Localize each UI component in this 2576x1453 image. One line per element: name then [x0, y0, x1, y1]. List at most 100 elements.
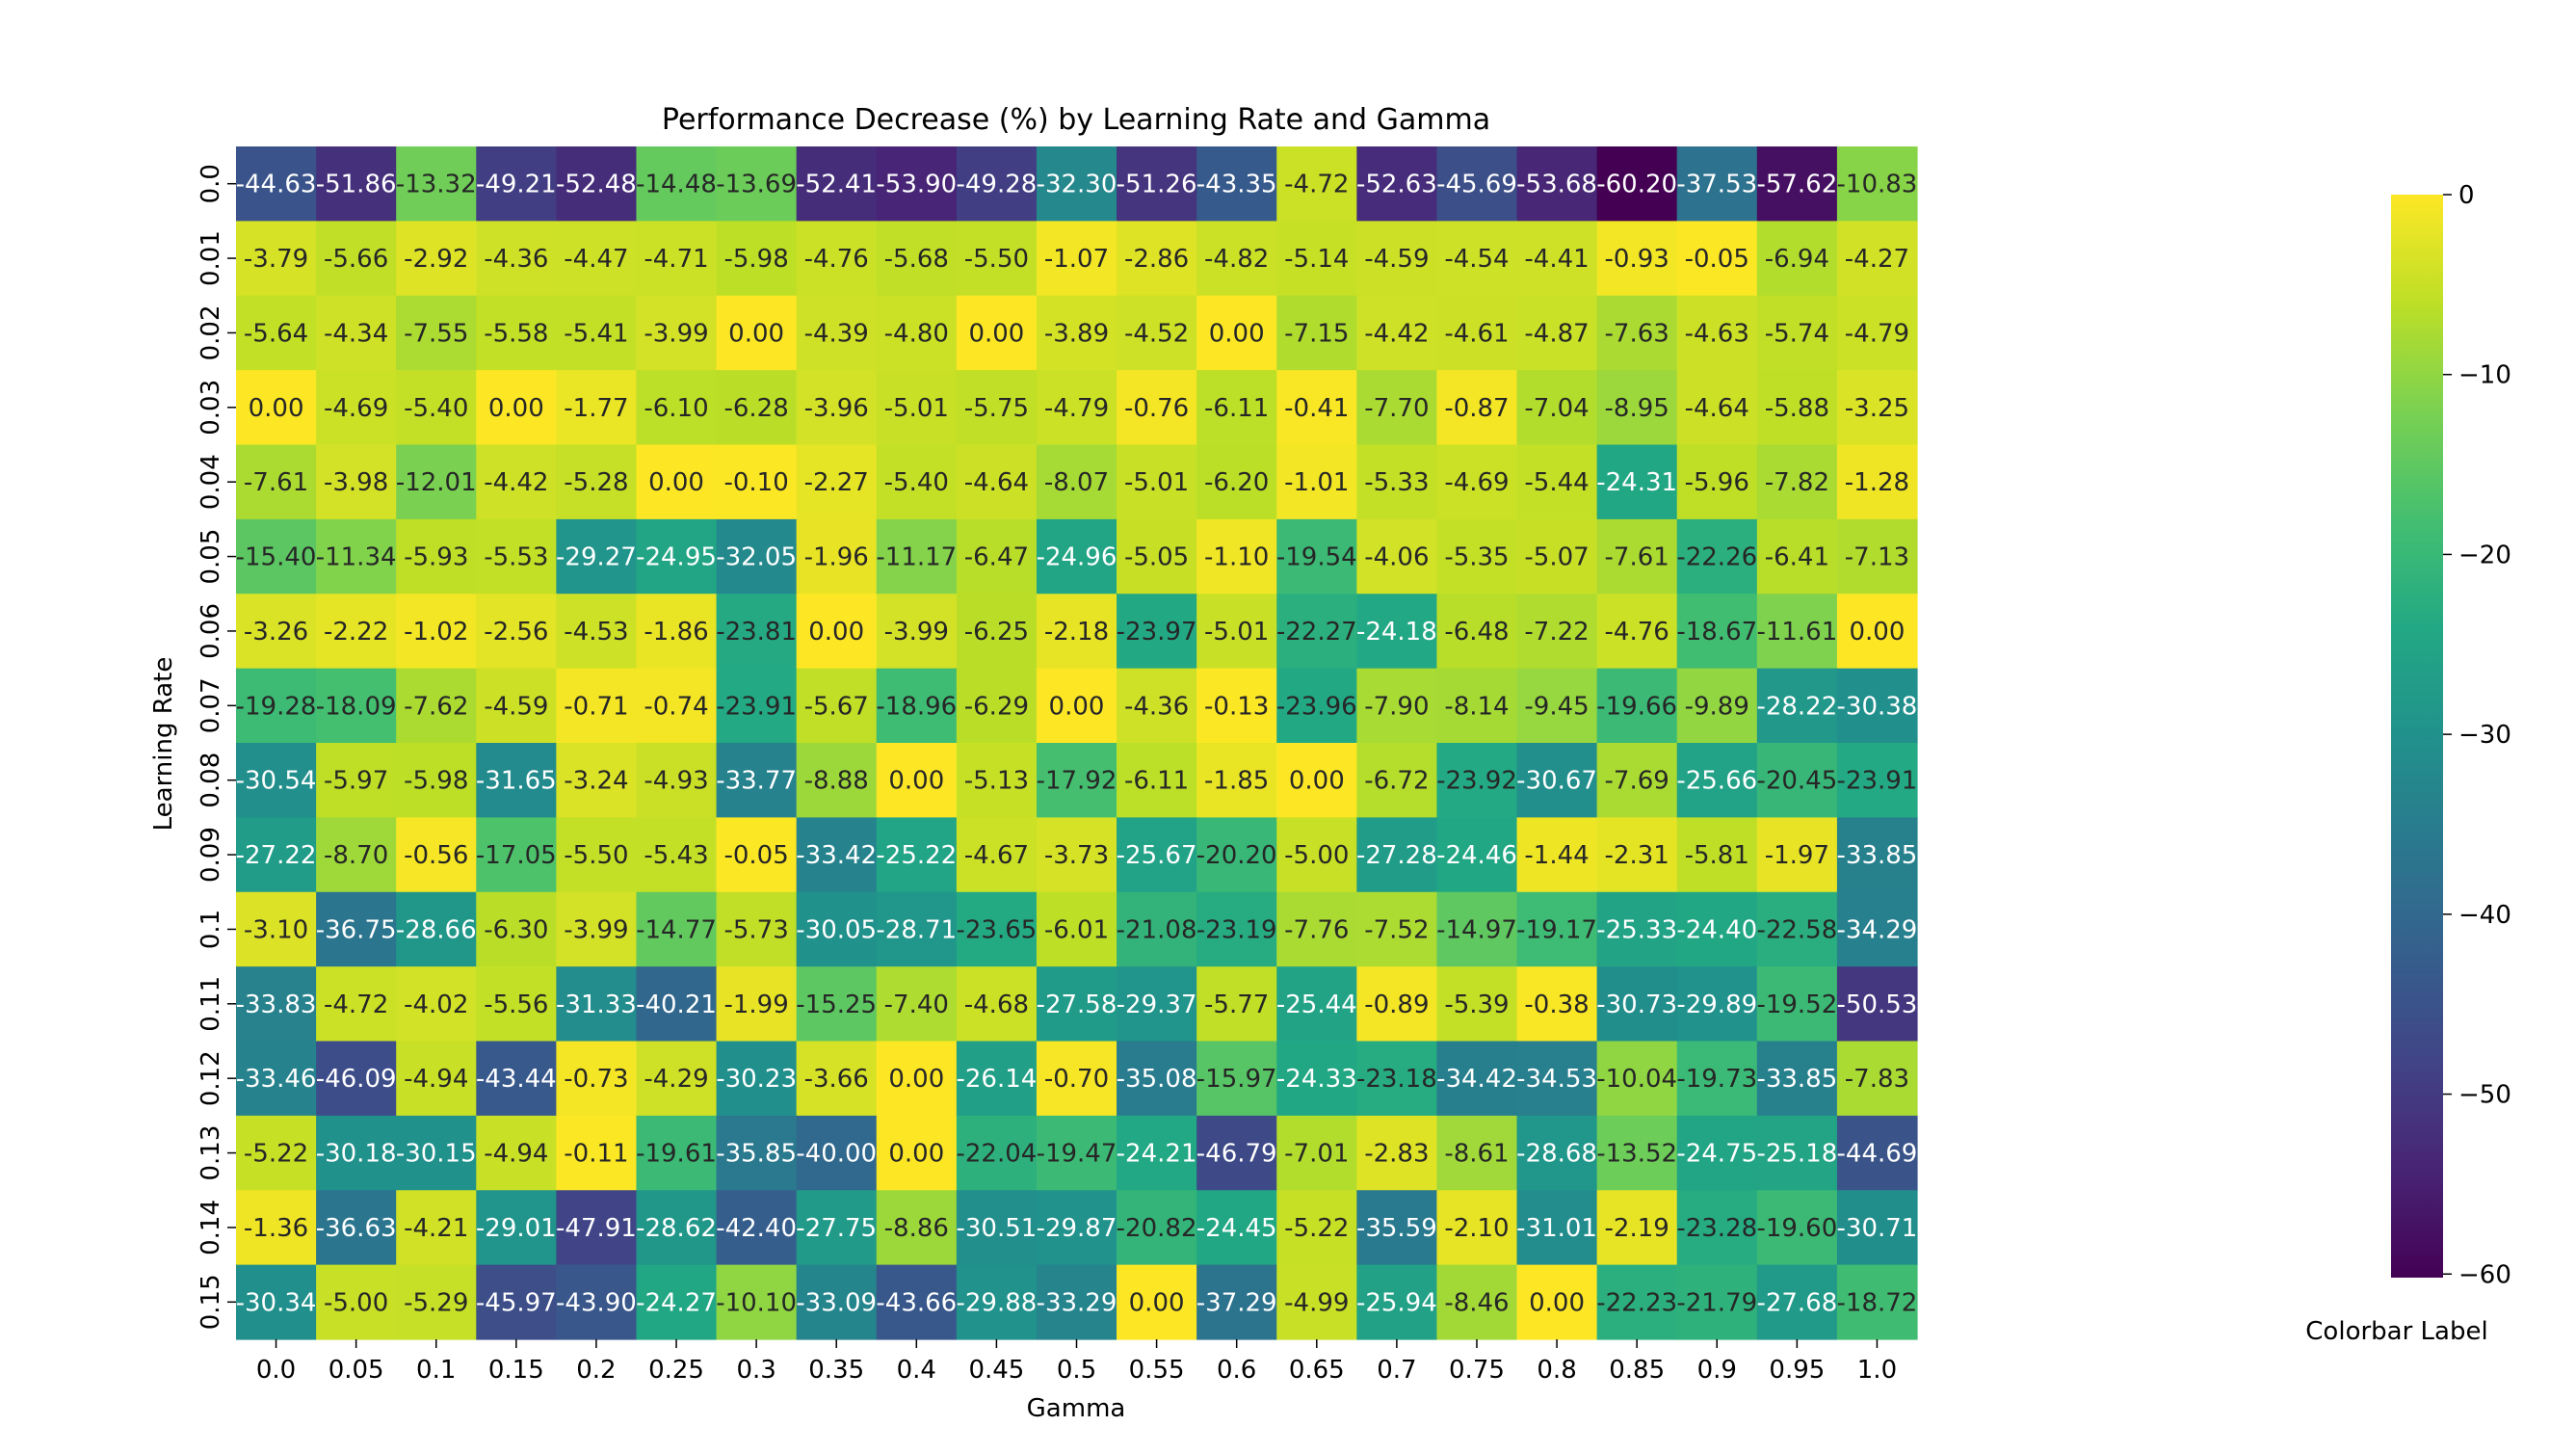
cell-value-label: -6.11 [1204, 394, 1269, 423]
cell-value-label: -5.33 [1364, 468, 1429, 497]
heatmap-cell [1436, 146, 1518, 222]
cell-value-label: -7.04 [1524, 394, 1589, 423]
heatmap-cell [316, 1190, 397, 1266]
cell-value-label: -4.71 [644, 245, 708, 274]
heatmap-cell [1676, 817, 1758, 893]
heatmap-cell [1356, 146, 1438, 222]
cell-value-label: -51.26 [1117, 171, 1197, 199]
x-tick-label: 1.0 [1857, 1356, 1897, 1385]
heatmap-cell [1596, 817, 1678, 893]
heatmap-cell [796, 1190, 878, 1266]
heatmap-cell [1756, 295, 1838, 371]
cell-value-label: -3.98 [324, 468, 388, 497]
cell-value-label: -4.64 [964, 468, 1029, 497]
cell-value-label: -18.09 [316, 692, 397, 721]
cell-value-label: -18.96 [876, 692, 957, 721]
cell-value-label: -6.41 [1765, 543, 1829, 572]
heatmap-cell [476, 891, 557, 967]
cell-value-label: -30.23 [716, 1065, 797, 1094]
cell-value-label: -7.15 [1284, 319, 1349, 348]
cell-value-label: -0.05 [723, 841, 788, 870]
heatmap-cell [316, 221, 397, 297]
heatmap-cell [1036, 518, 1117, 594]
heatmap-cell [1036, 966, 1117, 1043]
heatmap-cell [316, 1041, 397, 1117]
heatmap-cell [1356, 444, 1438, 520]
heatmap-cell [1276, 1190, 1357, 1266]
cell-value-label: -6.72 [1364, 767, 1429, 796]
cell-value-label: -14.48 [636, 171, 717, 199]
heatmap-cell [1596, 518, 1678, 594]
cell-value-label: 0.00 [249, 394, 304, 423]
heatmap-cell [556, 743, 638, 818]
heatmap-cell [1276, 594, 1357, 670]
heatmap-cell [476, 594, 557, 670]
cell-value-label: -5.75 [964, 394, 1029, 423]
cell-value-label: -8.86 [884, 1214, 949, 1243]
cell-value-label: -31.33 [556, 991, 637, 1019]
heatmap-cell [396, 1041, 477, 1117]
heatmap-cell [236, 1264, 317, 1340]
y-tick-label: 0.05 [197, 529, 225, 585]
heatmap-cell [1196, 1190, 1277, 1266]
cell-value-label: -15.25 [796, 991, 877, 1019]
heatmap-cell [1596, 668, 1678, 744]
heatmap-cell [796, 668, 878, 744]
heatmap-cell [1836, 1041, 1918, 1117]
colorbar-tick-label: −10 [2458, 361, 2511, 390]
cell-value-label: -0.13 [1204, 692, 1269, 721]
heatmap-cell [1836, 370, 1918, 446]
cell-value-label: -2.31 [1605, 841, 1669, 870]
cell-value-label: -2.22 [324, 618, 388, 647]
cell-value-label: -40.21 [636, 991, 717, 1019]
cell-value-label: -5.01 [884, 394, 949, 423]
cell-value-label: -22.58 [1756, 915, 1837, 944]
cell-value-label: -1.10 [1204, 543, 1269, 572]
cell-value-label: -4.27 [1845, 245, 1909, 274]
heatmap-cell [1836, 518, 1918, 594]
y-tick-label: 0.01 [197, 230, 225, 286]
cell-value-label: -27.28 [1356, 841, 1437, 870]
heatmap-cell [1836, 966, 1918, 1043]
cell-value-label: -27.75 [796, 1214, 877, 1243]
heatmap-cell [1836, 668, 1918, 744]
cell-value-label: -23.97 [1117, 618, 1197, 647]
heatmap-cell [1596, 444, 1678, 520]
heatmap-cell [716, 1264, 798, 1340]
cell-value-label: -6.20 [1204, 468, 1269, 497]
heatmap-cell [796, 295, 878, 371]
cell-value-label: 0.00 [1850, 618, 1906, 647]
cell-value-label: -19.61 [636, 1140, 717, 1169]
heatmap-cell [1516, 817, 1598, 893]
cell-value-label: 0.00 [1209, 319, 1265, 348]
heatmap-cell [1676, 891, 1758, 967]
heatmap-cell [316, 146, 397, 222]
heatmap-cell [556, 444, 638, 520]
x-axis-ticks: 0.0 0.05 0.1 0.15 0.2 0.25 0.3 0.35 0.4 0.45 0.5 0.… [256, 1339, 1897, 1385]
cell-value-label: -52.41 [796, 171, 877, 199]
heatmap-cell [1436, 370, 1518, 446]
heatmap-cell [1356, 743, 1438, 818]
cell-value-label: -7.83 [1845, 1065, 1909, 1094]
cell-value-label: -20.20 [1196, 841, 1277, 870]
cell-value-label: -19.28 [236, 692, 317, 721]
cell-value-label: -10.10 [716, 1288, 797, 1317]
heatmap-cell [1836, 444, 1918, 520]
heatmap-cell [1276, 891, 1357, 967]
heatmap-cell [316, 966, 397, 1043]
cell-value-label: -49.28 [956, 171, 1037, 199]
heatmap-cell [1276, 221, 1357, 297]
cell-value-label: -36.75 [316, 915, 397, 944]
heatmap-cell [1276, 295, 1357, 371]
cell-value-label: -5.44 [1524, 468, 1589, 497]
cell-value-label: -5.35 [1444, 543, 1509, 572]
heatmap-cell [236, 966, 317, 1043]
heatmap-cell [956, 221, 1038, 297]
heatmap-cell [1356, 594, 1438, 670]
heatmap-cell [1276, 743, 1357, 818]
heatmap-cell [1676, 1041, 1758, 1117]
heatmap-cell [396, 1264, 477, 1340]
heatmap-cell [556, 891, 638, 967]
heatmap-cell [476, 146, 557, 222]
heatmap-cell [396, 743, 477, 818]
